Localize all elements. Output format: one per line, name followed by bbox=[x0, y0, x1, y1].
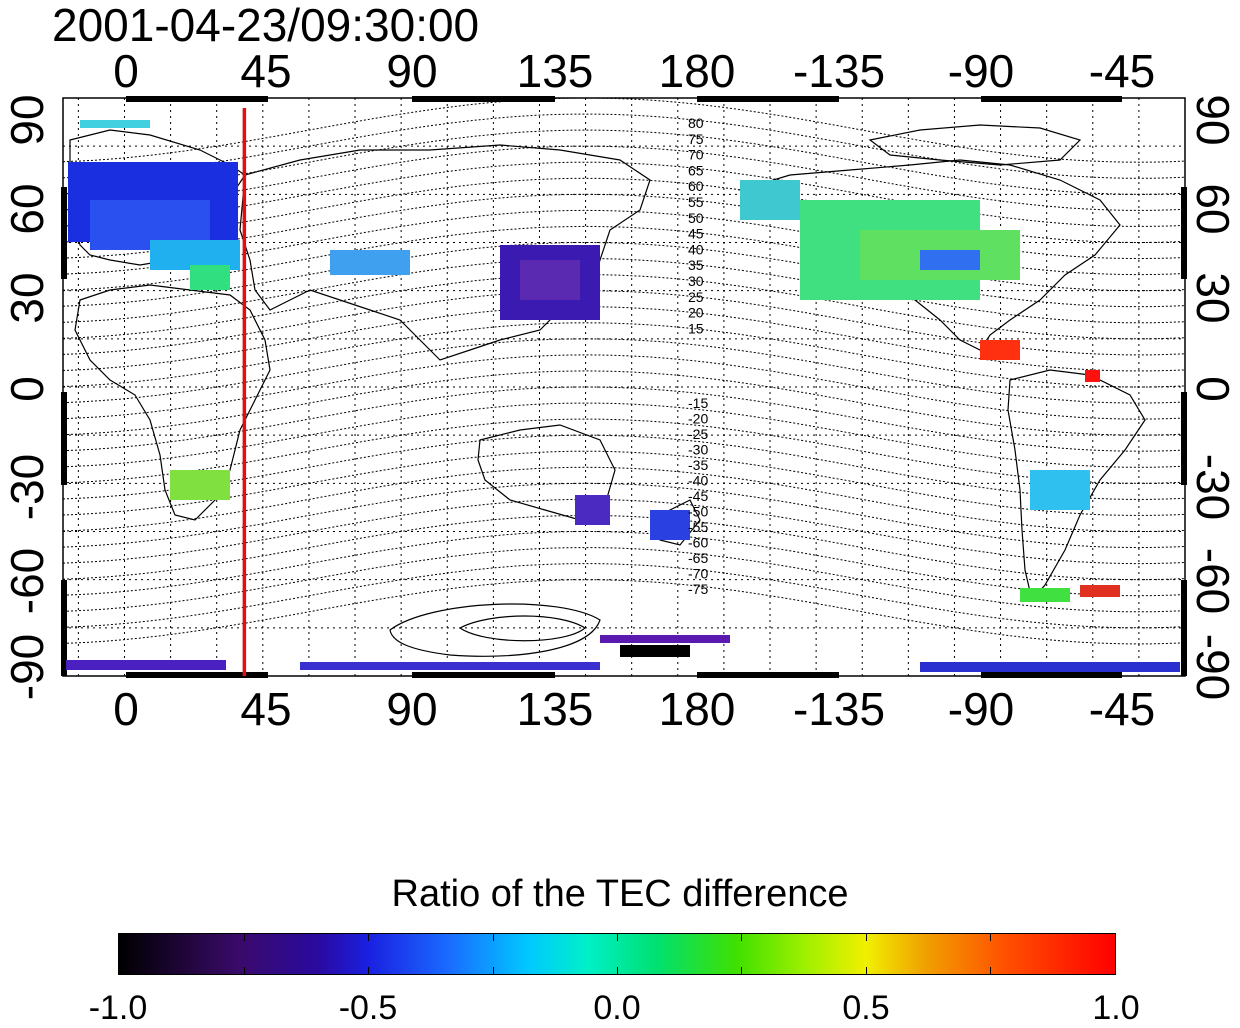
contour-line bbox=[63, 514, 1185, 581]
contour-label: 35 bbox=[688, 257, 704, 273]
colorbar-tick-m05: -0.5 bbox=[338, 989, 398, 1027]
contour-label: -60 bbox=[688, 535, 708, 551]
contour-line bbox=[63, 338, 1185, 404]
contour-line bbox=[63, 177, 1185, 244]
contour-line bbox=[63, 434, 1185, 500]
contour-line bbox=[63, 498, 1185, 565]
x-tick-bottom-180: 180 bbox=[658, 683, 736, 735]
x-tick-top-180: 180 bbox=[658, 45, 736, 97]
contour-label: -55 bbox=[688, 519, 708, 535]
contour-line bbox=[63, 241, 1185, 308]
colorbar-tick-05: 0.5 bbox=[842, 989, 890, 1027]
contour-label: 20 bbox=[688, 305, 704, 321]
contour-line bbox=[63, 322, 1185, 388]
contour-label: 25 bbox=[688, 289, 704, 305]
contour-label: 55 bbox=[688, 194, 704, 210]
contour-label: 40 bbox=[688, 241, 704, 257]
contour-label: -35 bbox=[688, 457, 708, 473]
contour-label: -15 bbox=[688, 395, 708, 411]
contour-line bbox=[63, 547, 1185, 613]
contour-line bbox=[63, 209, 1185, 276]
contour-line bbox=[63, 530, 1185, 597]
contour-line bbox=[63, 145, 1185, 211]
contour-label: 80 bbox=[688, 115, 704, 131]
contour-label: -75 bbox=[688, 581, 708, 597]
contour-label: 70 bbox=[688, 147, 704, 163]
contour-line bbox=[63, 354, 1185, 420]
x-tick-bottom-0: 0 bbox=[113, 683, 139, 735]
contour-line bbox=[63, 225, 1185, 292]
contour-label: 30 bbox=[688, 273, 704, 289]
x-tick-top-m45: -45 bbox=[1088, 45, 1156, 97]
contour-label: -25 bbox=[688, 426, 708, 442]
contour-label: 50 bbox=[688, 210, 704, 226]
contour-line bbox=[63, 402, 1185, 468]
contour-line bbox=[63, 129, 1185, 195]
timestamp-title: 2001-04-23/09:30:00 bbox=[52, 0, 480, 51]
x-tick-top-m90: -90 bbox=[947, 45, 1015, 97]
x-tick-bottom-m90: -90 bbox=[947, 683, 1015, 735]
contour-line bbox=[63, 563, 1185, 629]
contour-line bbox=[63, 466, 1185, 533]
contour-line bbox=[63, 258, 1185, 324]
contour-line bbox=[63, 193, 1185, 260]
x-tick-bottom-m135: -135 bbox=[792, 683, 886, 735]
colorbar-tick-m1: -1.0 bbox=[88, 989, 148, 1027]
x-tick-top-m135: -135 bbox=[792, 45, 886, 97]
contour-line bbox=[63, 450, 1185, 516]
contour-label: -50 bbox=[688, 504, 708, 520]
colorbar-title: Ratio of the TEC difference bbox=[391, 873, 849, 915]
contour-label: 45 bbox=[688, 226, 704, 242]
contour-line bbox=[63, 113, 1185, 179]
contour-line bbox=[63, 98, 1185, 163]
contour-label: -20 bbox=[688, 411, 708, 427]
x-tick-top-135: 135 bbox=[516, 45, 594, 97]
contour-label: -65 bbox=[688, 550, 708, 566]
contour-line bbox=[63, 386, 1185, 452]
x-tick-bottom-45: 45 bbox=[240, 683, 292, 735]
x-tick-top-45: 45 bbox=[240, 45, 292, 97]
contour-label: -30 bbox=[688, 442, 708, 458]
contour-label: -40 bbox=[688, 473, 708, 489]
contour-line bbox=[63, 306, 1185, 372]
contour-label: 15 bbox=[688, 320, 704, 336]
tec-ratio-data bbox=[66, 120, 1180, 672]
colorbar-tick-0: 0.0 bbox=[593, 989, 641, 1027]
magnetic-latitude-contours bbox=[63, 98, 1185, 645]
contour-label: 75 bbox=[688, 131, 704, 147]
x-tick-bottom-90: 90 bbox=[386, 683, 438, 735]
x-tick-top-0: 0 bbox=[113, 45, 139, 97]
contour-label: 60 bbox=[688, 178, 704, 194]
x-tick-bottom-m45: -45 bbox=[1088, 683, 1156, 735]
contour-line bbox=[63, 482, 1185, 549]
contour-line bbox=[63, 290, 1185, 356]
contour-line bbox=[63, 274, 1185, 340]
contour-line bbox=[63, 418, 1185, 484]
contour-line bbox=[63, 370, 1185, 436]
contour-label: -70 bbox=[688, 566, 708, 582]
contour-label: 65 bbox=[688, 162, 704, 178]
contour-label: -45 bbox=[688, 488, 708, 504]
colorbar-tick-1: 1.0 bbox=[1092, 989, 1140, 1027]
axis-bands bbox=[61, 96, 1187, 678]
x-tick-bottom-135: 135 bbox=[516, 683, 594, 735]
x-tick-top-90: 90 bbox=[386, 45, 438, 97]
contour-line bbox=[63, 579, 1185, 645]
